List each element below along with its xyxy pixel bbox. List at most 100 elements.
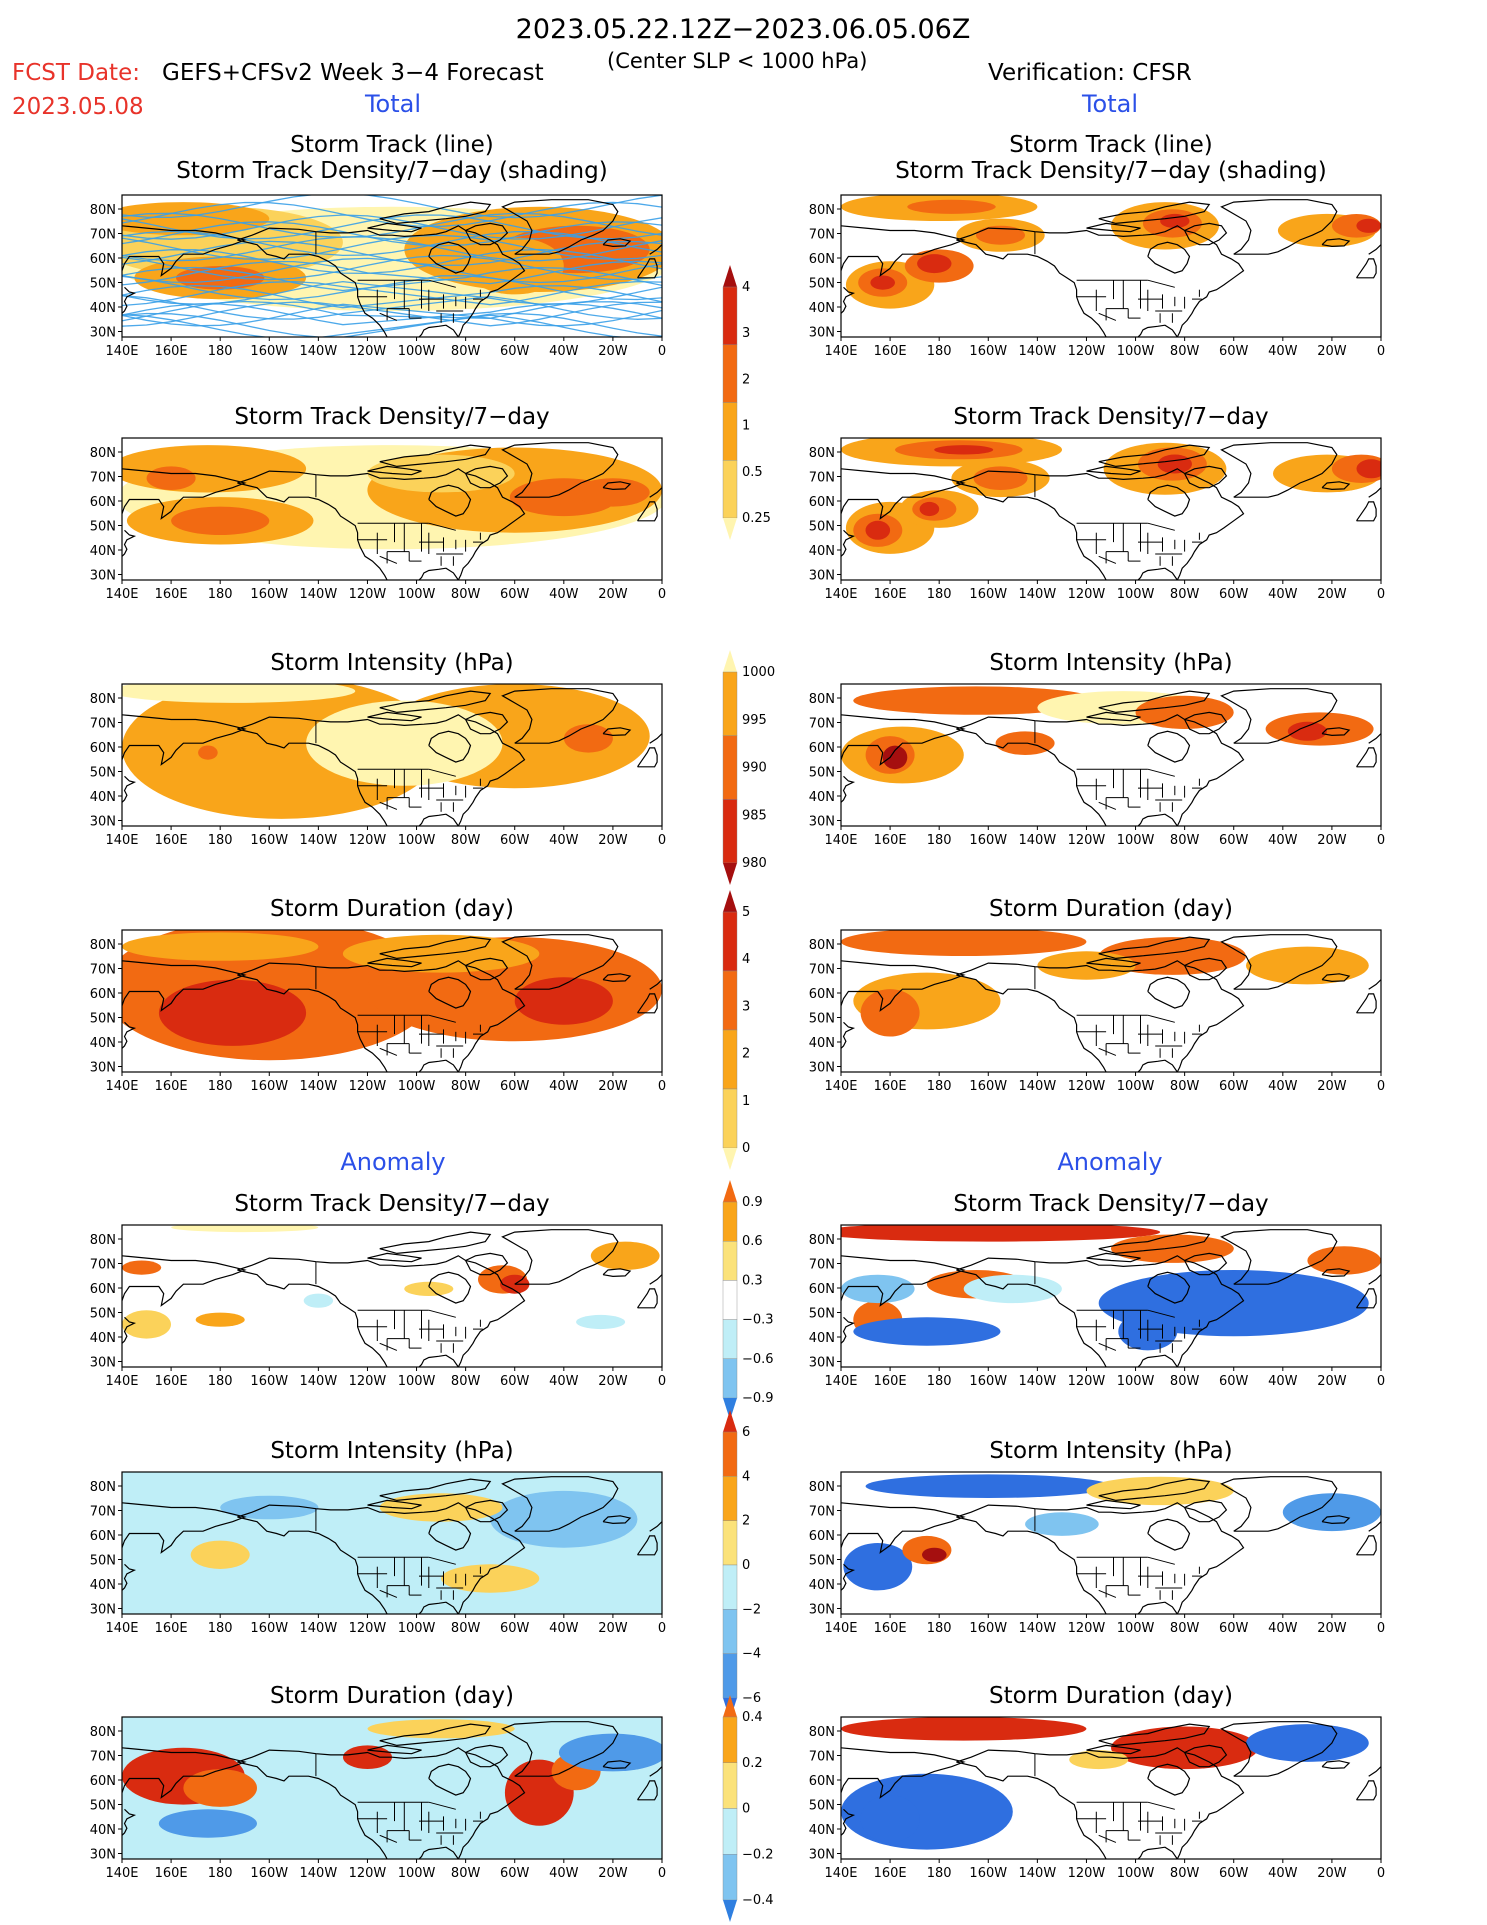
panel-title-track_shading: Storm Track Density/7−day (shading) <box>895 158 1326 184</box>
lon-tick-label: 100W <box>398 1866 436 1881</box>
colorbar-label: −0.9 <box>742 1391 774 1406</box>
lat-tick-label: 30N <box>90 569 116 584</box>
lon-tick-label: 160E <box>155 1866 188 1881</box>
colorbar-label: 990 <box>742 761 767 776</box>
lon-tick-label: 180 <box>208 1079 233 1094</box>
lon-tick-label: 140W <box>300 1079 338 1094</box>
lon-tick-label: 40W <box>549 344 579 359</box>
lat-tick-label: 70N <box>90 717 116 732</box>
lon-tick-label: 160E <box>155 587 188 602</box>
lat-tick-label: 40N <box>809 301 835 316</box>
lon-tick-label: 140W <box>300 344 338 359</box>
lat-tick-label: 70N <box>90 228 116 243</box>
lon-tick-label: 0 <box>658 1374 666 1389</box>
lon-tick-label: 140E <box>105 1374 138 1389</box>
lon-tick-label: 140W <box>1019 587 1057 602</box>
lat-tick-label: 60N <box>90 987 116 1002</box>
lon-tick-label: 20W <box>1317 587 1347 602</box>
lon-tick-label: 140E <box>105 587 138 602</box>
lon-tick-label: 0 <box>1377 587 1385 602</box>
lon-tick-label: 20W <box>598 1866 628 1881</box>
lat-tick-label: 30N <box>90 1603 116 1618</box>
colorbar-label: 3 <box>742 999 750 1014</box>
lon-tick-label: 120W <box>349 1079 387 1094</box>
lon-tick-label: 100W <box>398 833 436 848</box>
colorbar-label: 0 <box>742 1141 750 1156</box>
lon-tick-label: 80W <box>1170 1866 1200 1881</box>
lon-tick-label: 140W <box>300 1621 338 1636</box>
lat-tick-label: 80N <box>90 1233 116 1248</box>
lon-tick-label: 60W <box>500 833 530 848</box>
lat-tick-label: 80N <box>809 1233 835 1248</box>
lat-tick-label: 60N <box>809 252 835 267</box>
lon-tick-label: 160E <box>874 344 907 359</box>
lon-tick-label: 160W <box>250 1866 288 1881</box>
colorbar-label: 2 <box>742 1047 750 1062</box>
lon-tick-label: 0 <box>1377 833 1385 848</box>
lon-tick-label: 80W <box>451 833 481 848</box>
lon-tick-label: 160E <box>874 1866 907 1881</box>
lat-tick-label: 30N <box>90 1061 116 1076</box>
panel-title-intensity: Storm Intensity (hPa) <box>270 650 513 676</box>
lon-tick-label: 160W <box>969 1621 1007 1636</box>
lat-tick-label: 30N <box>809 1356 835 1371</box>
colorbar-label: −0.4 <box>742 1893 774 1908</box>
lon-tick-label: 40W <box>549 833 579 848</box>
lat-tick-label: 60N <box>90 252 116 267</box>
panel-title-density: Storm Track Density/7−day <box>953 1191 1268 1217</box>
lon-tick-label: 20W <box>598 1079 628 1094</box>
map-panel-track_total_right: 140E 160E 180 160W 140W 120W 100W 80W 60W 40W 20W 0… <box>809 194 1385 359</box>
lat-tick-label: 60N <box>809 495 835 510</box>
lat-tick-label: 70N <box>809 471 835 486</box>
colorbar-label: 1 <box>742 1094 750 1109</box>
lon-tick-label: 60W <box>500 344 530 359</box>
lon-tick-label: 80W <box>451 344 481 359</box>
lon-tick-label: 120W <box>349 344 387 359</box>
colorbar-label: 0 <box>742 1558 750 1573</box>
map-panel-intensity_anom_left: 140E 160E 180 160W 140W 120W 100W 80W 60W 40W 20W 0… <box>90 1471 666 1636</box>
lon-tick-label: 80W <box>1170 1621 1200 1636</box>
lon-tick-label: 100W <box>1117 587 1155 602</box>
colorbar-label: −6 <box>742 1691 761 1706</box>
lon-tick-label: 60W <box>1219 1374 1249 1389</box>
lat-tick-label: 50N <box>809 277 835 292</box>
lat-tick-label: 40N <box>90 1578 116 1593</box>
lon-tick-label: 40W <box>1268 587 1298 602</box>
lon-tick-label: 100W <box>1117 1079 1155 1094</box>
lon-tick-label: 100W <box>1117 1621 1155 1636</box>
lon-tick-label: 160E <box>155 833 188 848</box>
lon-tick-label: 100W <box>1117 833 1155 848</box>
lon-tick-label: 140W <box>300 1866 338 1881</box>
lat-tick-label: 50N <box>809 1554 835 1569</box>
map-panels: Storm Track (line) Storm Track Density/7−… <box>90 132 1385 1881</box>
colorbar-label: 4 <box>742 1469 750 1484</box>
map-panel-density_anom_right: 140E 160E 180 160W 140W 120W 100W 80W 60W 40W 20W 0… <box>809 1224 1385 1389</box>
lon-tick-label: 140E <box>105 344 138 359</box>
lat-tick-label: 80N <box>90 1480 116 1495</box>
colorbar-label: 0.4 <box>742 1710 763 1725</box>
lon-tick-label: 20W <box>1317 344 1347 359</box>
lat-tick-label: 50N <box>809 1307 835 1322</box>
colorbar-label: 4 <box>742 952 750 967</box>
lat-tick-label: 50N <box>90 1554 116 1569</box>
lon-tick-label: 100W <box>1117 344 1155 359</box>
lon-tick-label: 20W <box>598 833 628 848</box>
section-anomaly-left: Anomaly <box>340 1148 445 1176</box>
lon-tick-label: 160E <box>874 1374 907 1389</box>
lon-tick-label: 140E <box>105 833 138 848</box>
map-panel-intensity_anom_right: 140E 160E 180 160W 140W 120W 100W 80W 60W 40W 20W 0… <box>809 1471 1385 1636</box>
panel-title-track_line: Storm Track (line) <box>290 132 493 158</box>
map-panel-duration_anom_left: 140E 160E 180 160W 140W 120W 100W 80W 60W 40W 20W 0… <box>90 1716 666 1881</box>
lat-tick-label: 40N <box>90 790 116 805</box>
lon-tick-label: 60W <box>500 1079 530 1094</box>
lon-tick-label: 100W <box>398 1079 436 1094</box>
lon-tick-label: 140E <box>105 1079 138 1094</box>
panel-title-duration: Storm Duration (day) <box>989 896 1233 922</box>
colorbar-label: 3 <box>742 326 750 341</box>
colorbar-label: 995 <box>742 713 767 728</box>
lon-tick-label: 40W <box>1268 1866 1298 1881</box>
figure-title: 2023.05.22.12Z−2023.06.05.06Z <box>516 14 971 45</box>
colorbar-label: 980 <box>742 856 767 871</box>
lat-tick-label: 70N <box>809 1505 835 1520</box>
lat-tick-label: 30N <box>809 569 835 584</box>
